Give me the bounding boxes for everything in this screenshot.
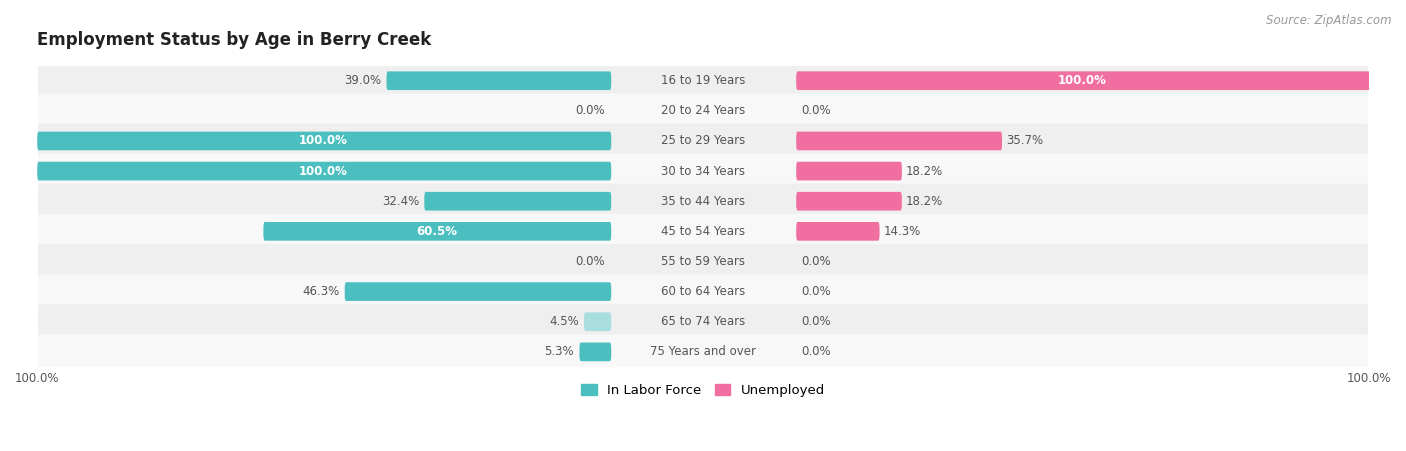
- Text: 0.0%: 0.0%: [801, 345, 831, 359]
- Text: 46.3%: 46.3%: [302, 285, 339, 298]
- Text: 16 to 19 Years: 16 to 19 Years: [661, 74, 745, 87]
- FancyBboxPatch shape: [579, 342, 612, 361]
- FancyBboxPatch shape: [425, 192, 612, 211]
- Text: 100.0%: 100.0%: [299, 165, 347, 178]
- FancyBboxPatch shape: [583, 313, 612, 331]
- Text: 55 to 59 Years: 55 to 59 Years: [661, 255, 745, 268]
- Text: 0.0%: 0.0%: [801, 285, 831, 298]
- Text: 20 to 24 Years: 20 to 24 Years: [661, 104, 745, 117]
- FancyBboxPatch shape: [38, 184, 1368, 219]
- FancyBboxPatch shape: [38, 154, 1368, 189]
- Text: 14.3%: 14.3%: [883, 225, 921, 238]
- Text: 39.0%: 39.0%: [344, 74, 381, 87]
- Text: 25 to 29 Years: 25 to 29 Years: [661, 134, 745, 147]
- FancyBboxPatch shape: [38, 334, 1368, 369]
- Text: 18.2%: 18.2%: [905, 195, 943, 208]
- Text: 35 to 44 Years: 35 to 44 Years: [661, 195, 745, 208]
- FancyBboxPatch shape: [37, 162, 612, 180]
- FancyBboxPatch shape: [796, 222, 880, 241]
- Text: 100.0%: 100.0%: [299, 134, 347, 147]
- Text: 45 to 54 Years: 45 to 54 Years: [661, 225, 745, 238]
- FancyBboxPatch shape: [796, 192, 901, 211]
- Text: Employment Status by Age in Berry Creek: Employment Status by Age in Berry Creek: [37, 31, 432, 49]
- Text: 0.0%: 0.0%: [575, 104, 605, 117]
- FancyBboxPatch shape: [38, 124, 1368, 158]
- Text: 0.0%: 0.0%: [801, 104, 831, 117]
- FancyBboxPatch shape: [38, 304, 1368, 339]
- Text: 4.5%: 4.5%: [548, 315, 579, 328]
- FancyBboxPatch shape: [796, 132, 1002, 150]
- Text: 0.0%: 0.0%: [575, 255, 605, 268]
- FancyBboxPatch shape: [796, 71, 1371, 90]
- FancyBboxPatch shape: [38, 244, 1368, 279]
- Text: 5.3%: 5.3%: [544, 345, 574, 359]
- Text: 0.0%: 0.0%: [801, 315, 831, 328]
- Text: 32.4%: 32.4%: [381, 195, 419, 208]
- Text: 65 to 74 Years: 65 to 74 Years: [661, 315, 745, 328]
- Text: 60.5%: 60.5%: [416, 225, 457, 238]
- FancyBboxPatch shape: [38, 93, 1368, 128]
- FancyBboxPatch shape: [37, 132, 612, 150]
- FancyBboxPatch shape: [344, 282, 612, 301]
- Text: 35.7%: 35.7%: [1005, 134, 1043, 147]
- Legend: In Labor Force, Unemployed: In Labor Force, Unemployed: [575, 379, 831, 402]
- FancyBboxPatch shape: [796, 162, 901, 180]
- Text: 100.0%: 100.0%: [1059, 74, 1107, 87]
- Text: 0.0%: 0.0%: [801, 255, 831, 268]
- Text: 18.2%: 18.2%: [905, 165, 943, 178]
- FancyBboxPatch shape: [38, 63, 1368, 98]
- Text: 60 to 64 Years: 60 to 64 Years: [661, 285, 745, 298]
- FancyBboxPatch shape: [387, 71, 612, 90]
- Text: 75 Years and over: 75 Years and over: [650, 345, 756, 359]
- FancyBboxPatch shape: [263, 222, 612, 241]
- Text: Source: ZipAtlas.com: Source: ZipAtlas.com: [1267, 14, 1392, 27]
- Text: 30 to 34 Years: 30 to 34 Years: [661, 165, 745, 178]
- FancyBboxPatch shape: [38, 214, 1368, 249]
- FancyBboxPatch shape: [38, 274, 1368, 309]
